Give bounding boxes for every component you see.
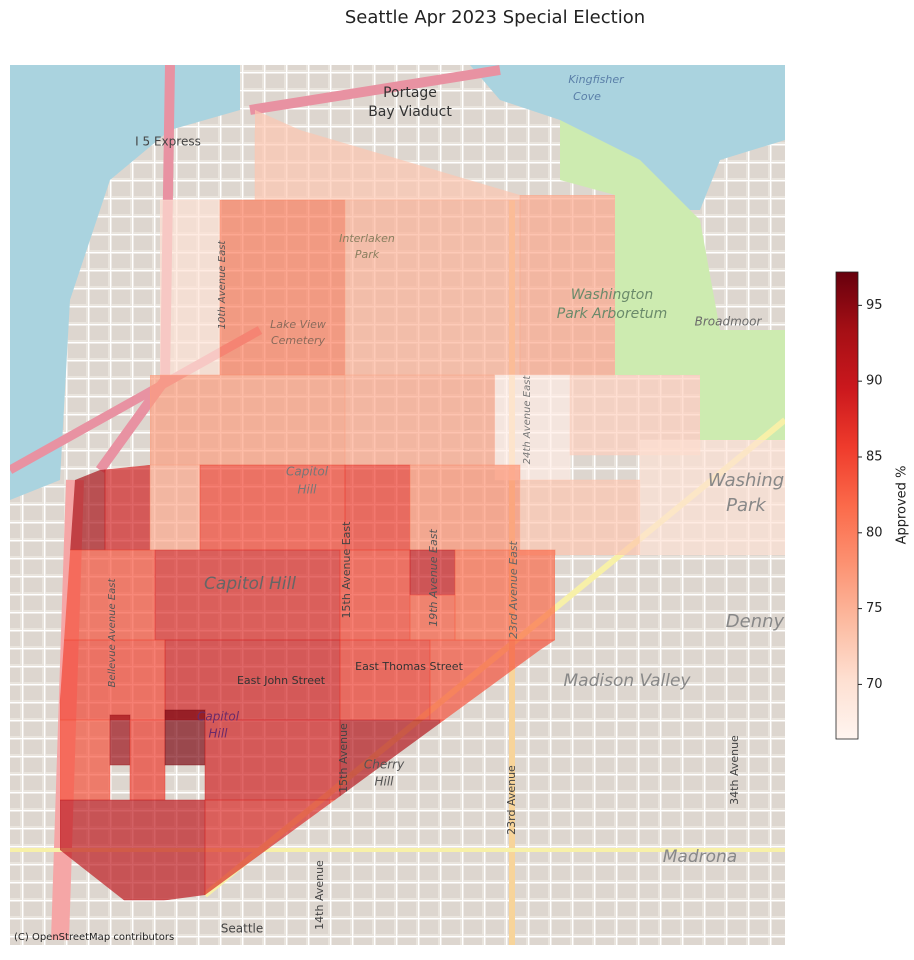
map-label: Hill — [208, 727, 228, 741]
precinct — [129, 719, 166, 801]
map-label: Cherry — [364, 758, 405, 772]
map-label: Bellevue Avenue East — [107, 578, 118, 688]
colorbar-tick-label: 90 — [866, 374, 883, 389]
precinct — [149, 464, 201, 551]
map-label: Bay Viaduct — [368, 104, 452, 120]
map-label: 15th Avenue — [337, 723, 350, 793]
colorbar — [835, 271, 859, 740]
precinct — [219, 199, 346, 376]
precinct — [409, 464, 521, 551]
colorbar-tick-label: 95 — [866, 298, 883, 313]
attribution: (C) OpenStreetMap contributors — [14, 932, 174, 943]
map-label: 14th Avenue — [313, 860, 326, 930]
precinct — [199, 464, 346, 551]
map-labels: Portage Bay Viaduct Kingfisher Cove I 5 Expr… — [107, 73, 785, 936]
colorbar-tick-label: 75 — [866, 601, 883, 616]
map-label: Portage — [383, 85, 437, 101]
precinct — [339, 549, 411, 641]
map-label: 19th Avenue East — [427, 529, 440, 627]
map-label: 23rd Avenue East — [507, 540, 520, 638]
map-label: Park — [726, 495, 767, 516]
precinct — [104, 464, 151, 551]
precinct — [344, 464, 411, 551]
precinct — [519, 479, 641, 556]
map-label: 34th Avenue — [728, 735, 741, 805]
map-label: Cove — [573, 90, 601, 103]
precinct — [159, 199, 221, 376]
map-label: Washington — [571, 287, 653, 303]
map-label: I 5 Express — [135, 135, 201, 149]
precinct — [109, 714, 131, 766]
map-label: Denny — [726, 611, 785, 632]
precinct — [149, 374, 346, 466]
colorbar-tick-label: 70 — [866, 677, 883, 692]
map-label: East Thomas Street — [355, 660, 463, 673]
map-label: Seattle — [221, 922, 263, 936]
map-label: Kingfisher — [568, 73, 625, 86]
map-label: Cemetery — [271, 334, 326, 347]
precinct — [204, 719, 341, 801]
map-label: 15th Avenue East — [340, 521, 353, 619]
title: Seattle Apr 2023 Special Election — [345, 7, 645, 28]
map-label: 10th Avenue East — [217, 240, 228, 330]
precinct — [454, 549, 556, 641]
choropleth — [60, 110, 785, 901]
map-label: Madrona — [663, 847, 737, 867]
map-label: East John Street — [237, 674, 326, 687]
map-label: Hill — [297, 483, 317, 497]
precinct — [344, 374, 496, 466]
map-label: Madison Valley — [564, 671, 692, 691]
precinct — [409, 549, 456, 596]
map-label: 23rd Avenue — [505, 765, 518, 835]
colorbar-tick-label: 80 — [866, 525, 883, 540]
map-label: Washing — [708, 470, 784, 491]
map-label: 24th Avenue East — [522, 375, 533, 465]
colorbar-label: Approved % — [895, 466, 910, 545]
colorbar-tick-label: 85 — [866, 449, 883, 464]
precinct — [154, 549, 341, 641]
map-label: Capitol Hill — [204, 574, 296, 594]
precinct — [344, 199, 521, 376]
map-label: Capitol — [197, 710, 240, 724]
map-label: Broadmoor — [695, 315, 763, 329]
map-label: Hill — [374, 775, 394, 789]
precinct — [639, 439, 785, 556]
map-label: Capitol — [286, 465, 329, 479]
map-label: Lake View — [270, 318, 326, 331]
map-label: Park Arboretum — [557, 306, 668, 322]
precinct — [519, 194, 616, 376]
map-label: Interlaken — [339, 232, 395, 245]
precinct — [339, 639, 431, 721]
map-label: Park — [355, 248, 380, 261]
precinct — [60, 719, 111, 801]
